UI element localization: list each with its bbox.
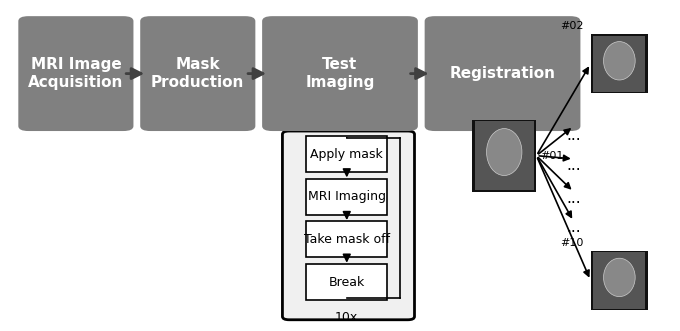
Bar xyxy=(475,121,534,190)
Bar xyxy=(590,251,648,310)
Text: ...: ... xyxy=(566,191,581,206)
Text: ...: ... xyxy=(566,158,581,173)
Text: #10: #10 xyxy=(560,238,584,248)
Text: MRI Imaging: MRI Imaging xyxy=(308,190,386,203)
Text: #02: #02 xyxy=(560,21,584,31)
Text: Test
Imaging: Test Imaging xyxy=(305,57,375,90)
FancyBboxPatch shape xyxy=(306,221,388,258)
Ellipse shape xyxy=(486,128,522,175)
Bar xyxy=(593,35,645,92)
FancyBboxPatch shape xyxy=(140,16,256,131)
FancyBboxPatch shape xyxy=(424,16,581,131)
FancyBboxPatch shape xyxy=(306,179,388,215)
Text: Registration: Registration xyxy=(449,66,556,81)
Ellipse shape xyxy=(604,258,635,297)
Text: #01: #01 xyxy=(540,151,563,161)
Text: Take mask off: Take mask off xyxy=(304,233,390,246)
FancyBboxPatch shape xyxy=(306,264,388,300)
FancyBboxPatch shape xyxy=(262,16,418,131)
Text: ...: ... xyxy=(566,128,581,143)
Text: Break: Break xyxy=(328,275,365,289)
Bar xyxy=(590,34,648,93)
Text: ...: ... xyxy=(566,220,581,235)
Bar xyxy=(472,119,537,192)
Text: 10x: 10x xyxy=(335,311,358,324)
Text: Apply mask: Apply mask xyxy=(310,148,383,161)
FancyBboxPatch shape xyxy=(306,136,388,172)
Text: Mask
Production: Mask Production xyxy=(151,57,245,90)
Ellipse shape xyxy=(604,42,635,80)
FancyBboxPatch shape xyxy=(282,131,415,320)
Bar xyxy=(593,252,645,308)
Text: MRI Image
Acquisition: MRI Image Acquisition xyxy=(28,57,124,90)
FancyBboxPatch shape xyxy=(18,16,133,131)
